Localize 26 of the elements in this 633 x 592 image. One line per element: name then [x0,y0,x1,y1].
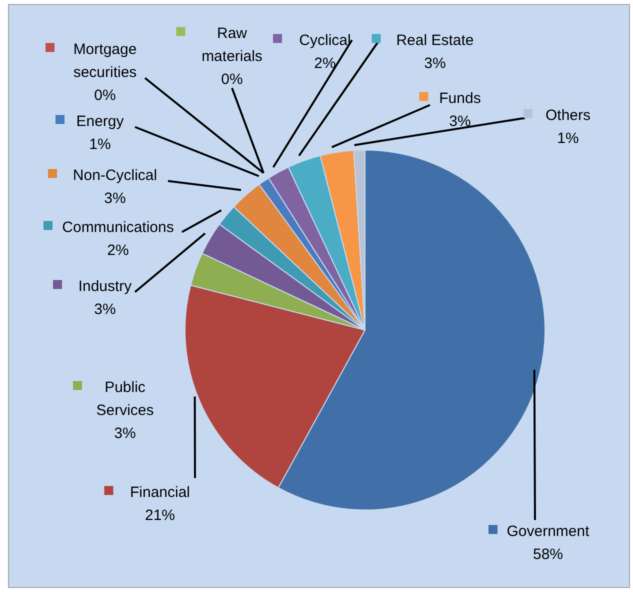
data-label: 2% [314,55,336,72]
legend-label: Funds [439,90,481,107]
legend-label: Mortgage securities [73,41,137,81]
legend-label: Energy [76,113,124,130]
data-label: 58% [532,546,564,563]
legend-label: Non-Cyclical [72,167,158,184]
legend-label: Cyclical [299,32,351,49]
data-label: 1% [557,130,579,147]
data-label: 3% [104,190,126,207]
legend-label: Raw materials [202,25,262,65]
data-label: 21% [144,507,176,524]
text: 0% [94,87,116,104]
legend-label: Financial [130,484,190,501]
legend-label: Real Estate [396,32,474,49]
legend-label: Others [545,107,591,124]
data-label: 3% [449,113,471,130]
legend-label: Industry [78,278,132,295]
data-label: 3% [424,55,446,72]
legend-label: Government [506,523,590,540]
data-label: 2% [107,242,129,259]
legend-label: Public Services [96,379,154,419]
text: 0% [221,71,243,88]
data-label: 1% [89,136,111,153]
data-label: 3% [94,301,116,318]
data-label: 3% [114,425,136,442]
legend-label: Communications [62,219,174,236]
